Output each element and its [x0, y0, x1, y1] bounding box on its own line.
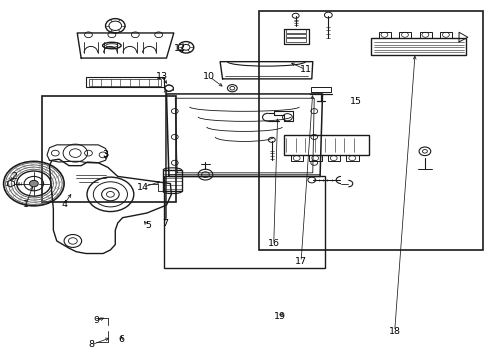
- Text: 8: 8: [88, 341, 94, 350]
- Text: 3: 3: [102, 150, 108, 159]
- Bar: [346, 155, 358, 161]
- Bar: [42, 96, 176, 202]
- Text: 10: 10: [203, 72, 215, 81]
- Bar: [285, 39, 306, 42]
- Text: 12: 12: [174, 44, 186, 53]
- Text: 17: 17: [294, 257, 306, 266]
- Text: 11: 11: [299, 65, 311, 74]
- Bar: [370, 38, 466, 55]
- Bar: [285, 30, 306, 33]
- Bar: [86, 77, 163, 87]
- Text: 15: 15: [349, 97, 361, 106]
- Bar: [309, 155, 321, 161]
- Text: 6: 6: [119, 335, 124, 344]
- Bar: [285, 34, 306, 37]
- Bar: [89, 79, 161, 86]
- Text: 18: 18: [388, 327, 400, 336]
- Text: 16: 16: [267, 239, 279, 248]
- Bar: [439, 32, 451, 38]
- Bar: [398, 32, 410, 38]
- Bar: [378, 32, 390, 38]
- Bar: [290, 155, 303, 161]
- Text: 19: 19: [273, 312, 285, 321]
- Bar: [259, 12, 483, 250]
- Bar: [327, 155, 339, 161]
- Circle shape: [29, 180, 38, 187]
- Text: 1: 1: [23, 200, 29, 209]
- Bar: [419, 32, 431, 38]
- Text: 9: 9: [94, 316, 100, 325]
- Text: 5: 5: [144, 221, 151, 230]
- Text: 2: 2: [11, 172, 17, 181]
- Bar: [163, 170, 181, 192]
- Bar: [311, 87, 330, 93]
- Text: 7: 7: [162, 219, 168, 228]
- Text: 13: 13: [155, 72, 167, 81]
- Text: 14: 14: [137, 183, 149, 192]
- Bar: [283, 135, 368, 155]
- Bar: [163, 176, 325, 268]
- Text: 4: 4: [61, 200, 67, 209]
